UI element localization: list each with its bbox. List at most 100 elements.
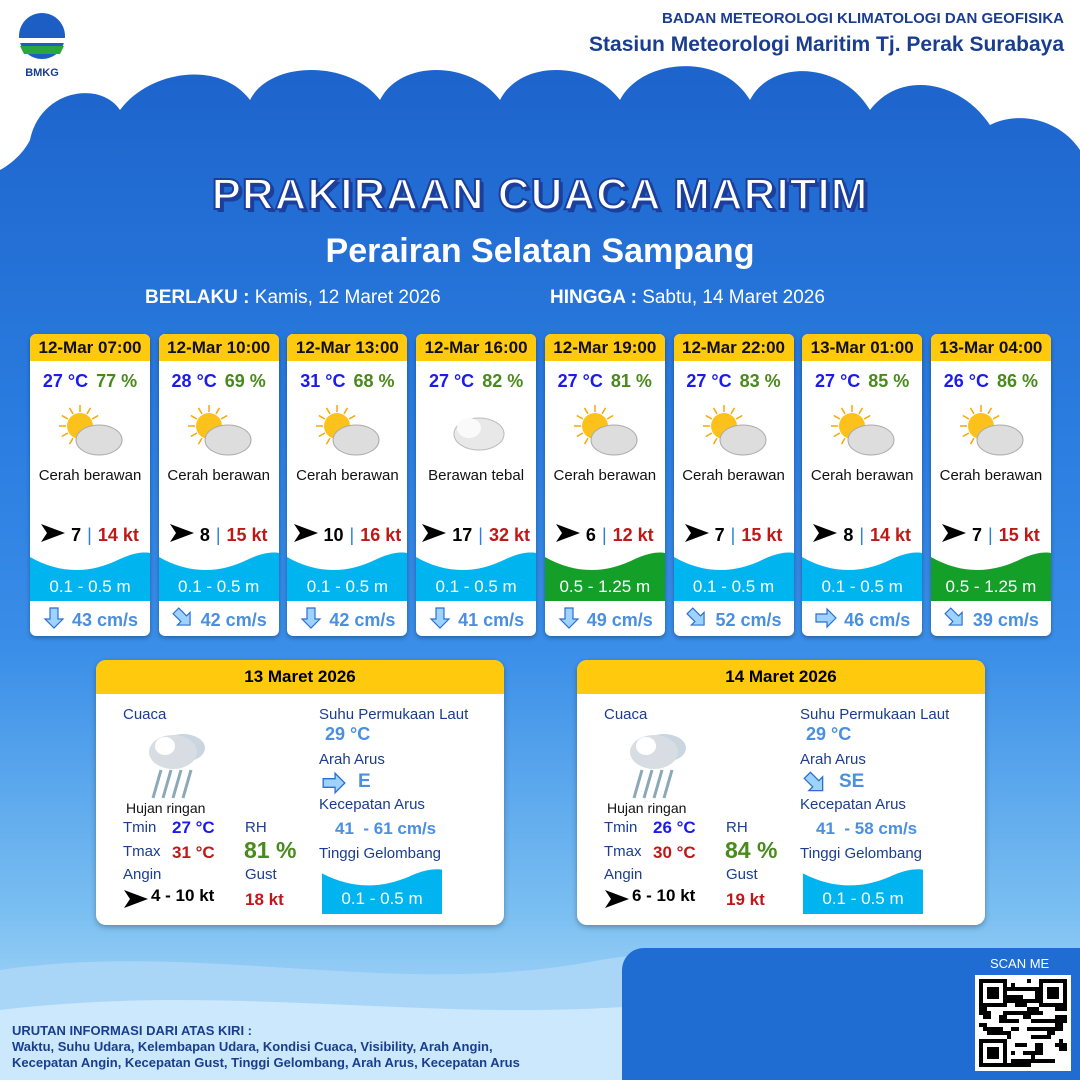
- station-name: Stasiun Meteorologi Maritim Tj. Perak Su…: [589, 33, 1064, 56]
- label-cuaca: Cuaca: [123, 706, 167, 723]
- wave-height: 0.1 - 0.5 m: [802, 549, 923, 601]
- gust-speed: 14 kt: [870, 525, 912, 545]
- label-current-speed: Kecepatan Arus: [800, 796, 906, 813]
- wind-speed: 7: [714, 525, 725, 545]
- temperature: 27 °C: [428, 371, 475, 391]
- current-speed: 39 cm/s: [972, 610, 1039, 630]
- current-direction-icon: [428, 606, 452, 635]
- rh-value: 84 %: [725, 837, 778, 863]
- rh-value: 81 %: [244, 837, 297, 863]
- valid-to-label: HINGGA :: [550, 287, 637, 308]
- sun-cloud-icon: [570, 404, 640, 459]
- daily-condition: Hujan ringan: [126, 800, 206, 816]
- valid-from-label: BERLAKU :: [145, 287, 250, 308]
- temperature: 27 °C: [42, 371, 89, 391]
- humidity: 82 %: [482, 371, 524, 391]
- current-direction-icon: [321, 770, 347, 801]
- wave-height: 0.1 - 0.5 m: [803, 866, 923, 914]
- sun-cloud-icon: [184, 404, 254, 459]
- daily-date: 13 Maret 2026: [96, 660, 504, 694]
- current-direction-icon: [685, 606, 709, 635]
- wind-direction-icon: [684, 524, 709, 547]
- wave-height-value: 0.1 - 0.5 m: [306, 577, 389, 596]
- weather-condition: Cerah berawan: [939, 467, 1043, 484]
- divider: |: [87, 525, 92, 545]
- wind-speed: 10: [323, 525, 344, 545]
- current-speed: 41 cm/s: [458, 610, 525, 630]
- forecast-card: 13-Mar 04:00 26 °C 86 % Cerah berawan 7 | 1…: [930, 334, 1051, 636]
- forecast-card: 13-Mar 01:00 27 °C 85 % Cerah berawan 8 | 1…: [802, 334, 923, 636]
- forecast-time: 12-Mar 10:00: [158, 334, 279, 361]
- org-name: BADAN METEOROLOGI KLIMATOLOGI DAN GEOFIS…: [662, 10, 1064, 27]
- qr-code[interactable]: [975, 975, 1071, 1071]
- wind-direction-icon: [41, 524, 66, 547]
- wave-height: 0.1 - 0.5 m: [30, 549, 150, 601]
- temperature: 31 °C: [300, 371, 346, 391]
- sun-cloud-icon: [699, 404, 769, 459]
- tmin-value: 26 °C: [653, 818, 696, 837]
- label-rh: RH: [726, 819, 748, 836]
- wave-height-value: 0.1 - 0.5 m: [435, 577, 517, 596]
- label-angin: Angin: [123, 866, 162, 883]
- divider: |: [215, 525, 221, 545]
- divider: |: [988, 525, 993, 545]
- sun-cloud-icon: [312, 404, 382, 459]
- label-rh: RH: [245, 819, 267, 836]
- forecast-card: 12-Mar 16:00 27 °C 82 % Berawan tebal 17 |…: [416, 334, 537, 636]
- temperature: 27 °C: [815, 371, 861, 391]
- current-speed: 52 cm/s: [715, 610, 782, 630]
- gust-speed: 15 kt: [226, 525, 268, 545]
- weather-condition: Cerah berawan: [553, 467, 657, 484]
- rain-icon: [622, 726, 692, 806]
- wave-height: 0.1 - 0.5 m: [287, 549, 408, 601]
- current-direction-icon: [42, 606, 66, 635]
- label-current-speed: Kecepatan Arus: [319, 796, 425, 813]
- wave-height-value: 0.1 - 0.5 m: [49, 577, 131, 596]
- current-direction-value: E: [358, 771, 371, 792]
- valid-from: BERLAKU : Kamis, 12 Maret 2026: [145, 287, 441, 309]
- wind-direction-icon: [124, 890, 148, 913]
- wind-speed: 6: [585, 525, 596, 545]
- wave-height-value: 0.1 - 0.5 m: [821, 577, 903, 596]
- tmax-value: 30 °C: [653, 843, 696, 862]
- cloud-icon: [441, 404, 511, 459]
- gust-speed: 15 kt: [998, 525, 1040, 545]
- weather-condition: Cerah berawan: [682, 467, 785, 484]
- wave-height: 0.1 - 0.5 m: [416, 549, 537, 601]
- wave-height-value: 0.1 - 0.5 m: [178, 577, 260, 596]
- daily-date: 14 Maret 2026: [577, 660, 985, 694]
- forecast-card: 12-Mar 13:00 31 °C 68 % Cerah berawan 10 |…: [287, 334, 408, 636]
- sun-cloud-icon: [956, 404, 1026, 459]
- wave-height: 0.5 - 1.25 m: [544, 549, 665, 601]
- label-sst: Suhu Permukaan Laut: [319, 706, 469, 723]
- gust-speed: 16 kt: [360, 525, 402, 545]
- tmax-value: 31 °C: [172, 843, 215, 862]
- label-tmax: Tmax: [123, 843, 161, 860]
- temperature: 28 °C: [171, 371, 217, 391]
- humidity: 69 %: [224, 371, 266, 391]
- page-title: PRAKIRAAN CUACA MARITIM: [211, 169, 869, 220]
- wind-direction-icon: [942, 524, 967, 547]
- wind-speed: 17: [452, 525, 473, 545]
- wave-height-value: 0.5 - 1.25 m: [945, 577, 1037, 596]
- divider: |: [730, 525, 736, 545]
- current-speed: 42 cm/s: [329, 610, 396, 630]
- wave-height: 0.1 - 0.5 m: [673, 549, 794, 601]
- gust-value: 19 kt: [726, 890, 765, 909]
- current-direction-value: SE: [839, 771, 865, 792]
- current-direction-icon: [557, 606, 581, 635]
- daily-summary-card: 14 Maret 2026 Cuaca Hujan ringan Tmin 26…: [577, 660, 985, 925]
- label-tmin: Tmin: [123, 819, 157, 836]
- humidity: 68 %: [353, 371, 395, 391]
- valid-from-date: Kamis, 12 Maret 2026: [254, 287, 441, 308]
- current-speed-value: 41 - 58 cm/s: [816, 819, 918, 838]
- current-direction-icon: [171, 606, 195, 635]
- label-angin: Angin: [604, 866, 643, 883]
- valid-to: HINGGA : Sabtu, 14 Maret 2026: [550, 287, 825, 309]
- gust-speed: 12 kt: [612, 525, 654, 545]
- forecast-time: 12-Mar 07:00: [30, 334, 150, 361]
- wind-speed: 7: [972, 525, 983, 545]
- bmkg-logo: BMKG: [14, 12, 70, 79]
- gust-speed: 15 kt: [741, 525, 783, 545]
- humidity: 81 %: [610, 371, 652, 391]
